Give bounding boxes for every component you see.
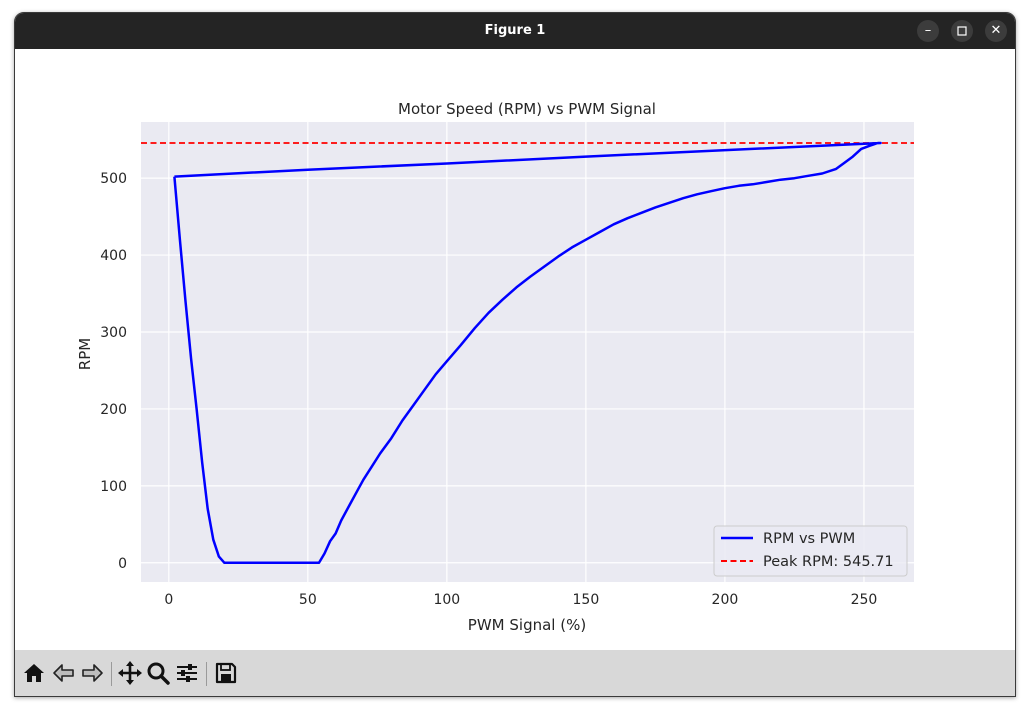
chart: 0 50 100 150 200 250 0 100 200 300 400 500 Motor Sp… [76, 100, 914, 634]
maximize-button[interactable] [951, 20, 973, 42]
sliders-icon [177, 664, 197, 682]
y-tick-label: 200 [100, 402, 127, 418]
forward-arrow-icon [82, 664, 103, 682]
x-tick-label: 0 [164, 592, 173, 608]
pan-button[interactable] [116, 659, 144, 687]
legend: RPM vs PWM Peak RPM: 545.71 [713, 525, 908, 577]
x-axis-label: PWM Signal (%) [468, 616, 586, 634]
close-icon: ✕ [990, 23, 1002, 38]
save-button[interactable] [212, 659, 240, 687]
minimize-button[interactable]: – [917, 20, 939, 42]
toolbar-separator [111, 662, 112, 686]
y-axis-label: RPM [76, 338, 94, 370]
magnifier-icon [147, 662, 170, 685]
zoom-button[interactable] [144, 659, 172, 687]
y-tick-label: 0 [118, 556, 127, 572]
y-tick-label: 300 [100, 325, 127, 341]
home-button[interactable] [20, 659, 48, 687]
forward-button[interactable] [78, 659, 106, 687]
x-tick-label: 100 [433, 592, 460, 608]
floppy-disk-icon [215, 662, 237, 684]
move-icon [118, 661, 142, 685]
x-tick-label: 150 [573, 592, 600, 608]
chart-title: Motor Speed (RPM) vs PWM Signal [398, 100, 656, 118]
series-line-0 [173, 141, 882, 565]
y-tick-label: 100 [100, 479, 127, 495]
series-lines [173, 141, 882, 565]
figure-canvas: 0 50 100 150 200 250 0 100 200 300 400 500 Motor Sp… [15, 49, 1015, 650]
y-tick-label: 500 [100, 171, 127, 187]
x-tick-label: 250 [851, 592, 878, 608]
legend-label-peak: Peak RPM: 545.71 [763, 554, 894, 570]
toolbar-separator [206, 662, 207, 686]
back-arrow-icon [53, 664, 74, 682]
maximize-icon [957, 26, 967, 36]
legend-label-series: RPM vs PWM [763, 531, 855, 547]
close-button[interactable]: ✕ [985, 20, 1007, 42]
figure-window: Figure 1 – ✕ 0 50 100 150 200 250 0 100 200 300 40… [14, 12, 1016, 697]
minimize-icon: – [924, 23, 932, 38]
plot-area [141, 122, 914, 582]
navigation-toolbar [15, 650, 1015, 696]
configure-subplots-button[interactable] [173, 659, 201, 687]
x-tick-label: 50 [299, 592, 317, 608]
x-tick-label: 200 [712, 592, 739, 608]
y-tick-label: 400 [100, 248, 127, 264]
window-title: Figure 1 [484, 23, 546, 38]
back-button[interactable] [50, 659, 78, 687]
home-icon [24, 664, 44, 682]
tick-labels: 0 50 100 150 200 250 0 100 200 300 400 500 [100, 171, 877, 608]
title-bar: Figure 1 – ✕ [15, 13, 1015, 49]
legend-box [713, 525, 908, 577]
